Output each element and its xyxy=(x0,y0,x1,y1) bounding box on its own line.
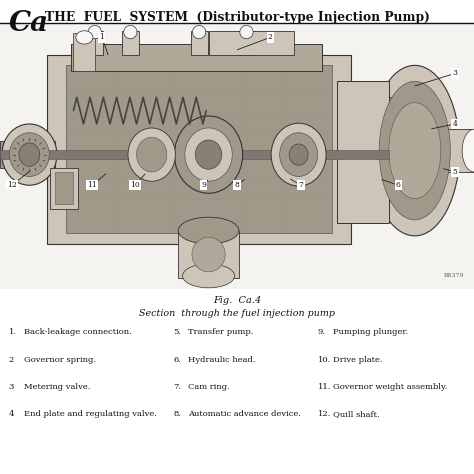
Bar xyxy=(0,141,55,168)
Ellipse shape xyxy=(192,26,206,39)
Ellipse shape xyxy=(280,133,318,176)
Text: Quill shaft.: Quill shaft. xyxy=(333,410,379,419)
Ellipse shape xyxy=(271,123,326,186)
Bar xyxy=(122,31,139,55)
Ellipse shape xyxy=(124,26,137,39)
Text: 11.: 11. xyxy=(318,383,331,391)
Text: Transfer pump.: Transfer pump. xyxy=(188,328,254,336)
Text: Fig.  Ca.4: Fig. Ca.4 xyxy=(213,296,261,305)
Ellipse shape xyxy=(137,137,167,172)
Ellipse shape xyxy=(9,133,49,176)
Bar xyxy=(73,33,95,71)
Text: Drive plate.: Drive plate. xyxy=(333,356,382,364)
Text: 4: 4 xyxy=(9,410,14,419)
Text: 9.: 9. xyxy=(318,328,326,336)
Text: 11: 11 xyxy=(88,181,97,189)
Text: 8.: 8. xyxy=(173,410,181,419)
Bar xyxy=(0,23,474,289)
Text: Governor weight assembly.: Governor weight assembly. xyxy=(333,383,447,391)
Ellipse shape xyxy=(240,26,253,39)
Text: 1: 1 xyxy=(100,33,104,41)
Bar xyxy=(50,168,78,209)
Text: Hydraulic head.: Hydraulic head. xyxy=(188,356,255,364)
Text: 2: 2 xyxy=(9,356,14,364)
Text: 5.: 5. xyxy=(173,328,181,336)
Text: End plate and regulating valve.: End plate and regulating valve. xyxy=(24,410,156,419)
Ellipse shape xyxy=(2,124,57,185)
Text: 10.: 10. xyxy=(318,356,331,364)
Ellipse shape xyxy=(389,103,441,199)
Bar xyxy=(55,172,73,204)
Text: Ca: Ca xyxy=(9,10,49,37)
Ellipse shape xyxy=(88,26,101,39)
Ellipse shape xyxy=(185,128,232,181)
Text: Automatic advance device.: Automatic advance device. xyxy=(188,410,301,419)
Text: Cam ring.: Cam ring. xyxy=(188,383,230,391)
Bar xyxy=(431,129,474,172)
Ellipse shape xyxy=(19,143,40,166)
Bar xyxy=(0,150,389,159)
Text: 4: 4 xyxy=(453,120,457,128)
Text: 9: 9 xyxy=(201,181,206,189)
Text: 3: 3 xyxy=(453,69,457,77)
Bar xyxy=(86,31,103,55)
Text: 1.: 1. xyxy=(9,328,17,336)
Ellipse shape xyxy=(192,237,225,272)
Ellipse shape xyxy=(182,264,235,288)
Ellipse shape xyxy=(178,217,239,244)
Text: Pumping plunger.: Pumping plunger. xyxy=(333,328,408,336)
Text: 10: 10 xyxy=(130,181,140,189)
Text: 12.: 12. xyxy=(318,410,331,419)
Text: Section  through the fuel injection pump: Section through the fuel injection pump xyxy=(139,309,335,318)
Text: 3: 3 xyxy=(9,383,14,391)
Ellipse shape xyxy=(195,140,222,169)
Text: 7.: 7. xyxy=(173,383,181,391)
Text: THE  FUEL  SYSTEM  (Distributor-type Injection Pump): THE FUEL SYSTEM (Distributor-type Inject… xyxy=(45,11,429,24)
Text: Governor spring.: Governor spring. xyxy=(24,356,96,364)
Ellipse shape xyxy=(370,65,460,236)
Text: 6: 6 xyxy=(396,181,401,189)
Ellipse shape xyxy=(289,144,308,165)
Bar xyxy=(66,65,332,233)
Text: B8379: B8379 xyxy=(444,273,465,279)
Ellipse shape xyxy=(128,128,175,181)
Text: Back-leakage connection.: Back-leakage connection. xyxy=(24,328,131,336)
Bar xyxy=(47,55,351,244)
Ellipse shape xyxy=(462,129,474,172)
Text: 2: 2 xyxy=(268,33,273,41)
Bar xyxy=(389,97,436,201)
Bar xyxy=(238,31,255,55)
Text: 6.: 6. xyxy=(173,356,181,364)
Ellipse shape xyxy=(76,31,93,44)
Text: 5: 5 xyxy=(453,168,457,176)
Text: 7: 7 xyxy=(299,181,303,189)
Bar xyxy=(178,230,239,279)
Text: 8: 8 xyxy=(235,181,239,189)
Text: Metering valve.: Metering valve. xyxy=(24,383,90,391)
Bar xyxy=(337,82,389,223)
Bar xyxy=(71,44,322,71)
Text: 12: 12 xyxy=(7,181,17,189)
Ellipse shape xyxy=(174,116,243,193)
Ellipse shape xyxy=(379,82,450,220)
Bar xyxy=(209,31,294,55)
Bar xyxy=(191,31,208,55)
